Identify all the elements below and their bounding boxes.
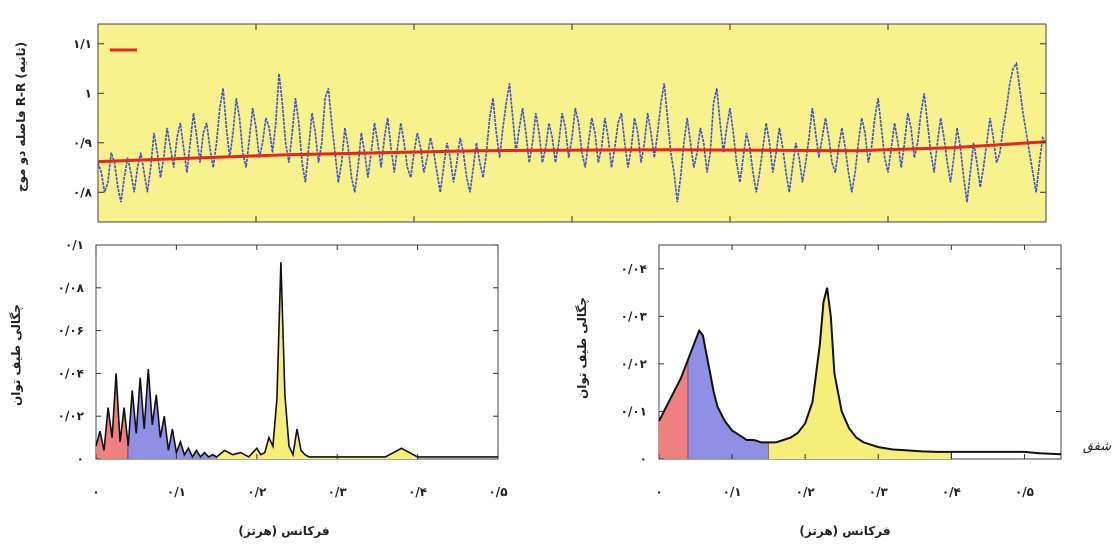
x-tick-label: ۰/۱ [723,485,742,499]
x-tick-label: ۰/۲ [247,485,267,499]
x-tick-label: ۰/۲ [796,485,816,499]
top-y-tick-label: ۱ [85,86,92,100]
y-tick-label: ۰/۰۲ [58,409,85,423]
y-tick-label: ۰/۰۳ [621,309,648,323]
band-fill-2 [768,287,952,459]
y-tick-label: ۰/۰۱ [621,404,647,418]
y-tick-label: ۰/۰۴ [58,366,84,380]
band-fill-0 [659,359,689,459]
y-tick-label: ۰/۰۲ [621,357,648,371]
right-psd-curve [658,287,1062,456]
top-chart: ۰/۸ ۰/۹ ۱ ۱/۱ فاصله دو موج R-R (ثانیه) [14,23,1047,223]
right-y-axis-label: چگالی طیف توان [575,297,590,399]
x-tick-label: ۰ [92,485,99,499]
rr-interval-series [97,61,1047,203]
band-fill-1 [128,369,217,459]
top-y-tick-label: ۱/۱ [73,37,92,51]
x-tick-label: ۰/۳ [328,485,348,499]
y-tick-label: ۰/۰۸ [58,281,85,295]
top-plot-area [97,23,1047,223]
y-tick-label: ۰/۰۴ [621,262,647,276]
left-x-axis-label: فرکانس (هرتز) [238,524,329,538]
left-axis-ticks: ۰ ۰/۱ ۰/۲ ۰/۳ ۰/۴ ۰/۵ ۰ ۰/۰۲ ۰/۰۴ ۰/۰۶ ۰/۰۸ ۰/۱ [58,238,508,499]
y-tick-label: ۰/۱ [65,238,84,252]
right-axis-ticks: ۰ ۰/۱ ۰/۲ ۰/۳ ۰/۴ ۰/۵ ۰ ۰/۰۱ ۰/۰۲ ۰/۰۳ ۰/۰۴ [621,245,1061,499]
right-psd-chart: ۰ ۰/۱ ۰/۲ ۰/۳ ۰/۴ ۰/۵ ۰ ۰/۰۱ ۰/۰۲ ۰/۰۳ ۰/۰۴ چگالی … [575,244,1062,538]
top-y-ticks: ۰/۸ ۰/۹ ۱ ۱/۱ [73,37,1046,199]
top-x-ticks [255,24,889,222]
left-y-axis-label: چگالی طیف توان [9,304,24,406]
x-tick-label: ۰/۵ [1015,485,1034,499]
top-y-tick-label: ۰/۸ [73,185,93,199]
top-y-axis-label: فاصله دو موج R-R (ثانیه) [14,42,29,192]
y-tick-label: ۰ [77,452,84,466]
top-y-tick-label: ۰/۹ [73,136,93,150]
x-tick-label: ۰/۳ [869,485,889,499]
x-tick-label: ۰/۵ [488,485,507,499]
left-psd-curve [95,262,498,459]
x-tick-label: ۰/۱ [167,485,186,499]
band-fill-0 [96,373,129,459]
x-tick-label: ۰/۴ [408,485,427,499]
trend-line [97,140,1047,164]
y-tick-label: ۰/۰۶ [58,324,84,338]
watermark-logo: شفق [1083,439,1112,454]
band-fill-1 [688,330,769,459]
x-tick-label: ۰/۴ [942,485,961,499]
right-x-axis-label: فرکانس (هرتز) [799,524,890,538]
right-band-fills [659,287,952,459]
x-tick-label: ۰ [655,485,662,499]
left-psd-chart: ۰ ۰/۱ ۰/۲ ۰/۳ ۰/۴ ۰/۵ ۰ ۰/۰۲ ۰/۰۴ ۰/۰۶ ۰/۰۸ ۰/۱ چگا… [9,238,508,538]
y-tick-label: ۰ [640,452,647,466]
